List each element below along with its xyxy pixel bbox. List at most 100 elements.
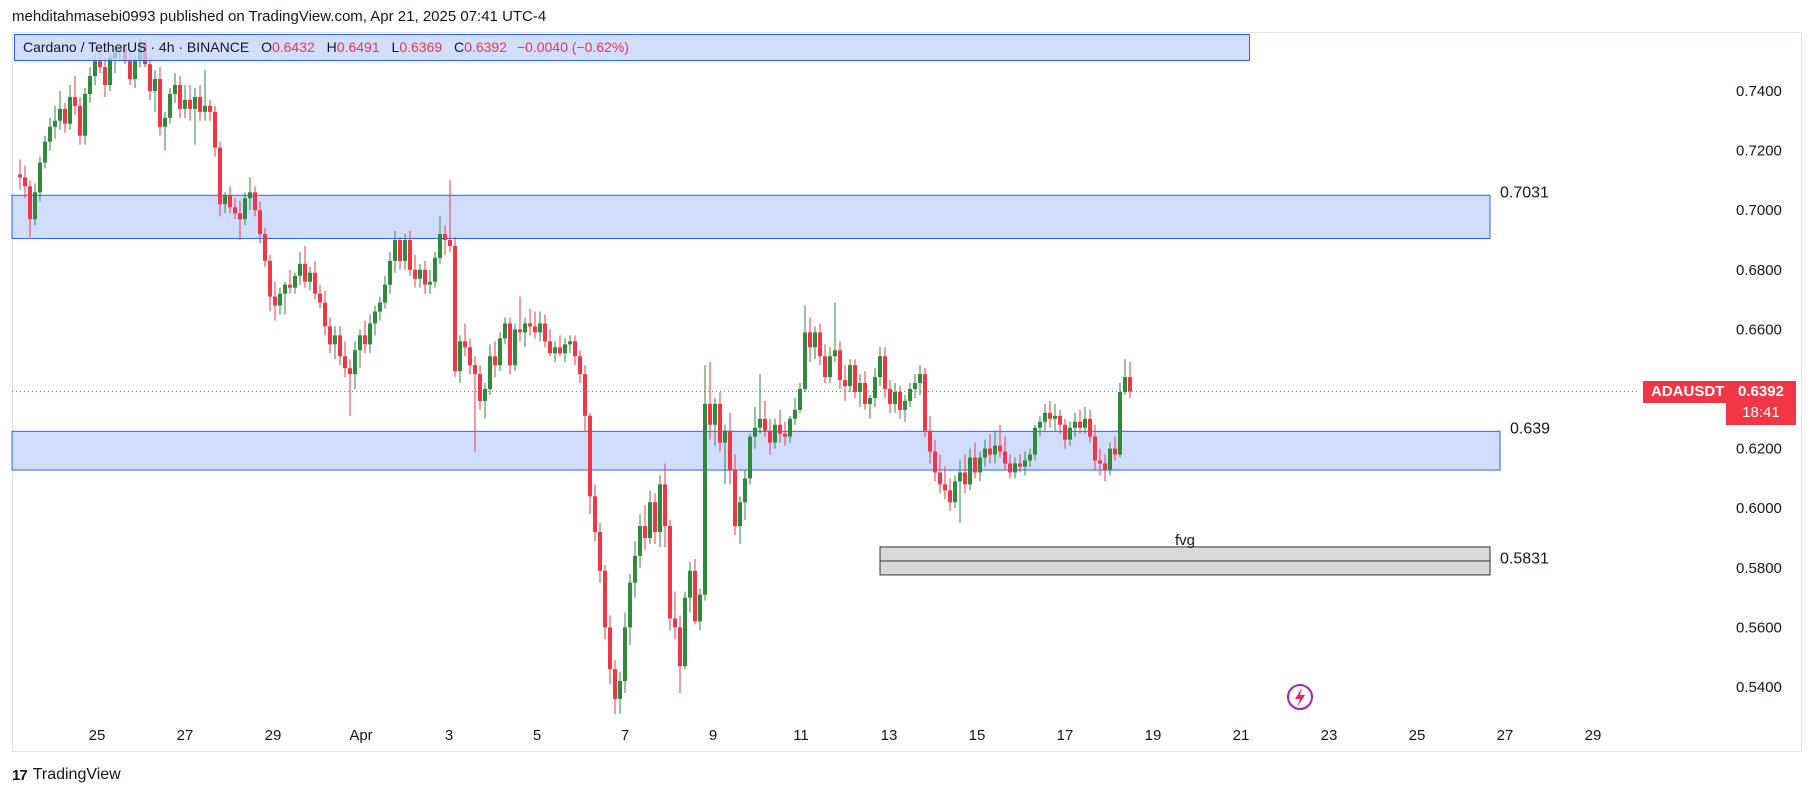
candle xyxy=(1068,421,1072,446)
candle xyxy=(598,523,602,583)
candle xyxy=(1008,454,1012,479)
candle-body xyxy=(933,451,937,473)
candle-body xyxy=(268,260,272,297)
y-tick-label: 0.7200 xyxy=(1736,143,1782,160)
candle xyxy=(563,338,567,363)
candle xyxy=(663,463,667,547)
candle-body xyxy=(43,141,47,163)
candle-body xyxy=(888,389,892,404)
fvg-level-label: 0.5831 xyxy=(1500,551,1549,568)
candle xyxy=(1113,436,1117,461)
candle-body xyxy=(1078,421,1082,428)
last-price-value: 0.6392 xyxy=(1738,383,1784,400)
candle-body xyxy=(63,108,67,124)
candle xyxy=(203,70,207,121)
candle-body xyxy=(788,418,792,437)
candle xyxy=(938,454,942,494)
candle-body xyxy=(723,430,727,443)
candle xyxy=(1053,403,1057,431)
candle-body xyxy=(508,323,512,366)
zone-rect xyxy=(11,194,1491,240)
candle-body xyxy=(488,356,492,389)
candle xyxy=(893,383,897,413)
low-value: 0.6369 xyxy=(399,39,443,55)
candle xyxy=(53,105,57,139)
candle xyxy=(453,237,457,378)
candle xyxy=(358,329,362,369)
footer-branding[interactable]: 17 TradingView xyxy=(12,766,121,784)
candle xyxy=(908,383,912,407)
candle-body xyxy=(873,377,877,398)
candle xyxy=(263,228,267,267)
candle xyxy=(288,269,292,294)
candle-body xyxy=(473,365,477,375)
candle-body xyxy=(613,669,617,699)
y-tick-label: 0.7000 xyxy=(1736,202,1782,219)
x-tick-label: 27 xyxy=(177,727,194,744)
candle xyxy=(848,359,852,392)
candle xyxy=(533,311,537,339)
y-tick-label: 0.5600 xyxy=(1736,619,1782,636)
symbol-legend[interactable]: Cardano / TetherUS · 4h · BINANCE O0.643… xyxy=(14,34,1250,61)
candle-body xyxy=(1083,418,1087,428)
candle xyxy=(583,365,587,431)
candle-body xyxy=(323,302,327,327)
candle-body xyxy=(643,526,647,538)
candle xyxy=(1043,403,1047,431)
candle-body xyxy=(243,198,247,220)
candle-body xyxy=(173,85,177,94)
candle xyxy=(478,365,482,410)
y-tick-label: 0.6800 xyxy=(1736,262,1782,279)
candle-body xyxy=(188,99,192,109)
candle-body xyxy=(353,350,357,375)
candle-body xyxy=(898,391,902,410)
candle xyxy=(218,141,222,217)
candle-body xyxy=(533,326,537,333)
candle-body xyxy=(963,472,967,485)
candle-body xyxy=(858,383,862,392)
candle xyxy=(668,520,672,631)
candle xyxy=(898,386,902,419)
candle xyxy=(793,397,797,425)
candle-body xyxy=(648,502,652,538)
candle xyxy=(843,365,847,401)
candle xyxy=(283,281,287,315)
x-tick-label: 17 xyxy=(1057,727,1074,744)
candle-body xyxy=(998,445,1002,452)
candle-body xyxy=(1128,377,1132,392)
candle xyxy=(433,251,437,288)
candle-body xyxy=(338,335,342,357)
candle-body xyxy=(523,323,527,333)
candle xyxy=(248,177,252,211)
candle-body xyxy=(133,61,137,80)
candle-body xyxy=(228,195,232,208)
candle xyxy=(83,88,87,145)
candle-body xyxy=(798,389,802,410)
candle-body xyxy=(373,311,377,324)
candle-body xyxy=(498,338,502,366)
candle-body xyxy=(468,347,472,366)
candle xyxy=(623,612,627,693)
candle-body xyxy=(548,341,552,354)
candle xyxy=(968,448,972,491)
candle-body xyxy=(28,186,32,220)
candle xyxy=(928,415,932,464)
candle-body xyxy=(1093,436,1097,461)
candle xyxy=(708,362,712,440)
candle xyxy=(1023,451,1027,476)
candle-body xyxy=(1098,460,1102,464)
candle xyxy=(213,105,217,157)
candle xyxy=(1013,457,1017,479)
candle xyxy=(23,165,27,199)
candle-body xyxy=(88,76,92,94)
candle-body xyxy=(233,207,237,214)
candle-body xyxy=(298,263,302,276)
candle xyxy=(753,406,757,449)
last-price-tag: 0.6392 18:41 xyxy=(1726,381,1796,425)
candle-body xyxy=(518,329,522,333)
candle-body xyxy=(823,356,827,378)
candle-body xyxy=(653,502,657,533)
x-tick-label: 13 xyxy=(881,727,898,744)
candle-body xyxy=(398,240,402,261)
